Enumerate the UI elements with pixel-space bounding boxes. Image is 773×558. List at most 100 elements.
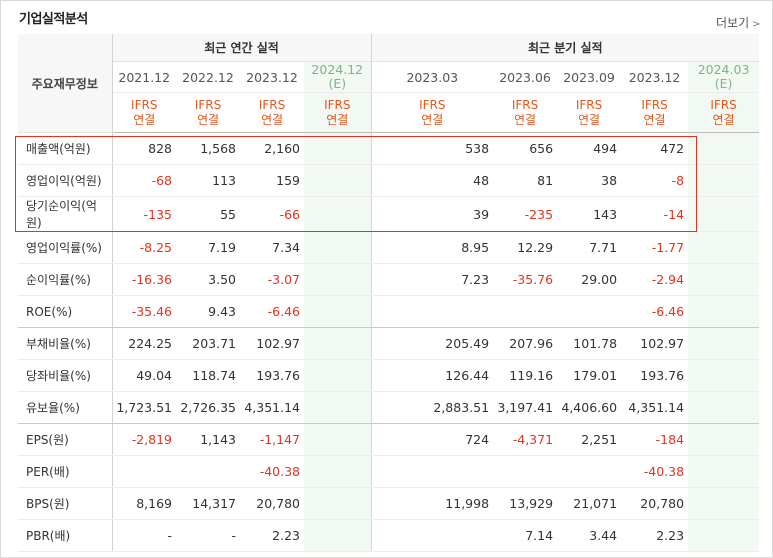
annual-cell: 828	[112, 132, 176, 165]
table-row: EPS(원) -2,819 1,143 -1,147 724 -4,371 2,251 -18…	[18, 423, 760, 456]
annual-period-0: 2021.12	[112, 61, 176, 93]
table-row: PER(배) -40.38 -40.38	[18, 455, 760, 488]
quarter-cell: 29.00	[557, 263, 622, 296]
annual-cell	[304, 327, 372, 360]
ifrs-quarter-3: IFRS 연결	[621, 92, 689, 133]
quarter-cell: -235	[493, 196, 558, 232]
ifrs-label: IFRS	[710, 97, 737, 112]
row-label: 부채비율(%)	[18, 327, 113, 360]
annual-group-header: 최근 연간 실적	[112, 34, 372, 62]
quarter-cell: 193.76	[621, 359, 689, 392]
ifrs-quarter-2: IFRS 연결	[557, 92, 622, 133]
quarter-cell	[688, 455, 760, 488]
quarter-cell	[688, 487, 760, 520]
quarter-cell: 11,998	[371, 487, 494, 520]
ifrs-label: IFRS	[258, 97, 286, 112]
annual-cell	[304, 132, 372, 165]
annual-cell: -66	[240, 196, 304, 232]
consolidated-label: 연결	[196, 112, 220, 127]
annual-cell	[304, 359, 372, 392]
annual-cell: 20,780	[240, 487, 304, 520]
annual-cell	[304, 196, 372, 232]
ifrs-label: IFRS	[419, 97, 446, 112]
consolidated-label: 연결	[260, 112, 284, 127]
quarter-cell: 2,883.51	[371, 391, 494, 424]
table-row: BPS(원) 8,169 14,317 20,780 11,998 13,929 21,07…	[18, 487, 760, 520]
quarter-cell: -1.77	[621, 231, 689, 264]
quarter-cell: -4,371	[493, 423, 558, 456]
row-label: ROE(%)	[18, 295, 113, 328]
more-label: 더보기	[716, 16, 750, 30]
annual-cell: 203.71	[176, 327, 240, 360]
quarter-period-4: 2024.03 (E)	[688, 61, 760, 93]
row-label: 당좌비율(%)	[18, 359, 113, 392]
quarter-cell: 205.49	[371, 327, 494, 360]
table-row: 영업이익률(%) -8.25 7.19 7.34 8.95 12.29 7.71 -1.77	[18, 231, 760, 264]
annual-cell: 1,723.51	[112, 391, 176, 424]
annual-cell: 1,568	[176, 132, 240, 165]
quarter-cell: -14	[621, 196, 689, 232]
quarter-cell: 2.23	[621, 519, 689, 552]
section-title: 기업실적분석	[19, 12, 88, 27]
quarter-cell: 13,929	[493, 487, 558, 520]
annual-cell	[304, 423, 372, 456]
annual-cell: 49.04	[112, 359, 176, 392]
quarter-cell: 4,351.14	[621, 391, 689, 424]
annual-period-2: 2023.12	[240, 61, 304, 93]
ifrs-annual-3: IFRS 연결	[304, 92, 372, 133]
quarter-period-2: 2023.09	[557, 61, 622, 93]
quarter-cell: 656	[493, 132, 558, 165]
annual-cell	[304, 263, 372, 296]
ifrs-label: IFRS	[641, 97, 668, 112]
annual-period-3: 2024.12 (E)	[304, 61, 372, 93]
annual-cell: 9.43	[176, 295, 240, 328]
quarter-cell: 119.16	[493, 359, 558, 392]
table-row: 부채비율(%) 224.25 203.71 102.97 205.49 207.96 101…	[18, 327, 760, 360]
quarter-group-header: 최근 분기 실적	[371, 34, 760, 62]
quarter-cell: -184	[621, 423, 689, 456]
row-label: 유보율(%)	[18, 391, 113, 424]
annual-cell: 7.19	[176, 231, 240, 264]
quarter-cell	[493, 455, 558, 488]
quarter-cell: 3.44	[557, 519, 622, 552]
quarter-cell: 8.95	[371, 231, 494, 264]
ifrs-label: IFRS	[324, 97, 351, 112]
quarter-cell: 538	[371, 132, 494, 165]
row-label: EPS(원)	[18, 423, 113, 456]
annual-period-1: 2022.12	[176, 61, 240, 93]
annual-cell: -135	[112, 196, 176, 232]
annual-cell: 2,160	[240, 132, 304, 165]
chevron-right-icon: >	[752, 19, 761, 30]
quarter-cell: 21,071	[557, 487, 622, 520]
table-row: PBR(배) - -2.23 7.14 3.44 2.23	[18, 519, 760, 552]
quarter-cell: 7.14	[493, 519, 558, 552]
ifrs-quarter-1: IFRS 연결	[493, 92, 558, 133]
quarter-cell: 38	[557, 164, 622, 197]
quarter-cell	[371, 455, 494, 488]
annual-cell: 8,169	[112, 487, 176, 520]
quarter-period-3: 2023.12	[621, 61, 689, 93]
annual-cell: 118.74	[176, 359, 240, 392]
quarter-cell	[557, 455, 622, 488]
ifrs-quarter-0: IFRS 연결	[371, 92, 494, 133]
quarter-cell	[688, 295, 760, 328]
ifrs-annual-2: IFRS 연결	[240, 92, 304, 133]
table-row: 영업이익(억원) -68 113 159 48 81 38 -8	[18, 164, 760, 197]
row-label: PBR(배)	[18, 519, 113, 552]
quarter-period-0: 2023.03	[371, 61, 494, 93]
consolidated-label: 연결	[712, 112, 735, 127]
annual-cell	[304, 519, 372, 552]
financial-table: 주요재무정보 최근 연간 실적 최근 분기 실적 2021.12 2022.12 2…	[18, 34, 760, 552]
row-label: 영업이익률(%)	[18, 231, 113, 264]
annual-cell: 2.23	[240, 519, 304, 552]
quarter-cell	[371, 295, 494, 328]
quarter-period-1: 2023.06	[493, 61, 558, 93]
ifrs-annual-1: IFRS 연결	[176, 92, 240, 133]
more-link[interactable]: 더보기 >	[716, 14, 761, 31]
row-header: 주요재무정보	[18, 34, 113, 133]
quarter-cell	[371, 519, 494, 552]
annual-cell	[112, 455, 176, 488]
quarter-cell: 126.44	[371, 359, 494, 392]
consolidated-label: 연결	[421, 112, 444, 127]
annual-cell	[304, 455, 372, 488]
